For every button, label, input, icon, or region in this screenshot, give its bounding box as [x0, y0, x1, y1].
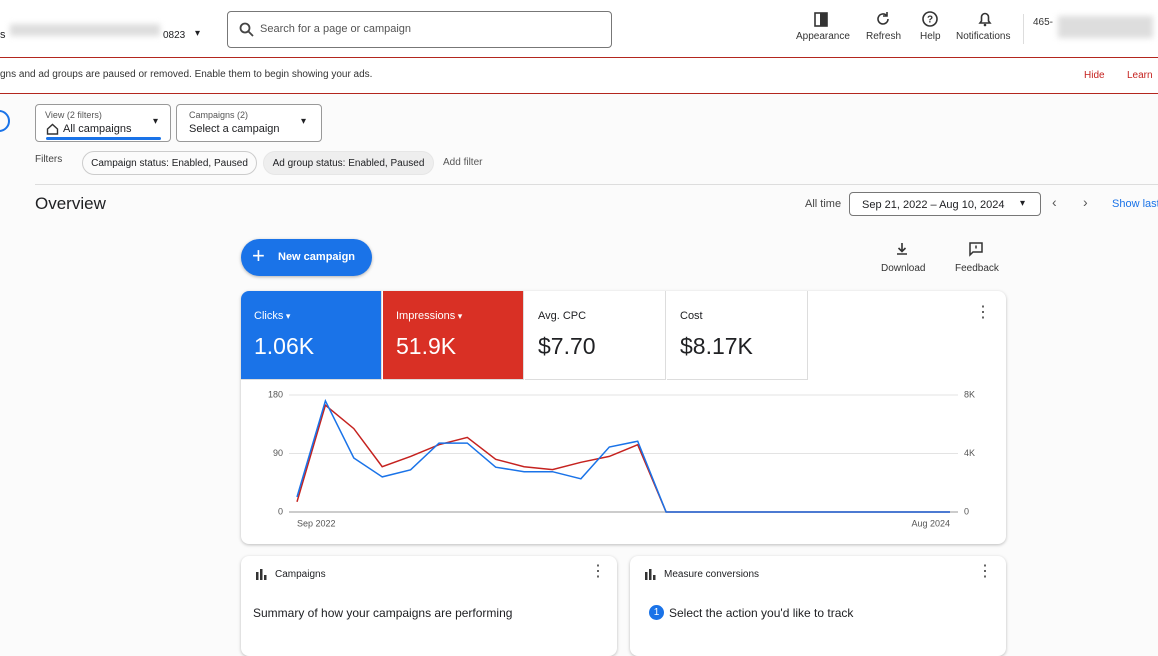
- card-title: Campaigns: [275, 569, 326, 580]
- metric-name: Avg. CPC: [538, 310, 587, 322]
- chart: 0 90 180 0 4K 8K Sep 2022 Aug 2024: [268, 389, 975, 528]
- metric-name: Impressions ▾: [396, 310, 463, 322]
- y2-tick-label: 8K: [964, 389, 975, 399]
- customer-id: 465-: [1033, 17, 1054, 28]
- banner-action[interactable]: Hide: [1084, 70, 1105, 81]
- banner: [0, 57, 1158, 94]
- download-icon: [897, 243, 907, 255]
- prev-button[interactable]: ‹: [1052, 194, 1057, 210]
- home-icon: [46, 123, 59, 135]
- button-label: New campaign: [278, 251, 356, 263]
- selected-underline: [46, 137, 161, 140]
- filter-chip[interactable]: Ad group status: Enabled, Paused: [263, 151, 434, 175]
- search-icon: [239, 22, 254, 37]
- blur: [1058, 16, 1153, 38]
- series-line: [296, 398, 950, 513]
- account-suffix[interactable]: 0823: [163, 30, 186, 41]
- date-range-text: Sep 21, 2022 – Aug 10, 2024: [862, 199, 1005, 211]
- metric-tile[interactable]: Clicks ▾ 1.06K: [241, 291, 382, 380]
- y-tick-label: 0: [278, 506, 283, 516]
- new-campaign-button[interactable]: + New campaign: [241, 239, 372, 276]
- feedback-icon: [969, 242, 983, 257]
- search-placeholder: Search for a page or campaign: [260, 23, 412, 35]
- metric-value: $7.70: [538, 333, 596, 359]
- metric-tile[interactable]: Cost $8.17K: [667, 291, 808, 380]
- bar-icon: [645, 569, 656, 580]
- notifications-icon: [978, 12, 992, 27]
- next-button[interactable]: ›: [1083, 194, 1088, 210]
- performance-card: ⋮ Clicks ▾ 1.06K Impressions ▾ 51.9K Avg. CP…: [241, 291, 1006, 544]
- bar-icon: [256, 569, 267, 580]
- kebab-menu[interactable]: ⋮: [977, 563, 993, 580]
- metric-value: $8.17K: [680, 333, 753, 359]
- range-label: All time: [805, 198, 842, 210]
- action-label[interactable]: Feedback: [955, 263, 999, 274]
- show-last[interactable]: Show last: [1112, 198, 1158, 210]
- campaigns-card: Campaigns ⋮ Summary of how your campaign…: [241, 556, 617, 656]
- card-text: Select the action you'd like to track: [669, 606, 854, 620]
- appearance-icon: [814, 12, 828, 27]
- selector-value: All campaigns: [63, 123, 132, 135]
- view-selector[interactable]: View (2 filters) All campaigns ▾: [35, 104, 171, 142]
- kebab-menu[interactable]: ⋮: [975, 304, 991, 321]
- filter-chip[interactable]: Campaign status: Enabled, Paused: [82, 151, 257, 175]
- y-tick-label: 180: [268, 389, 283, 399]
- caret: ▾: [1020, 198, 1026, 209]
- metric-name: Clicks ▾: [254, 310, 291, 322]
- campaign-selector[interactable]: Campaigns (2) Select a campaign ▾: [176, 104, 322, 142]
- caret: ▾: [301, 116, 307, 127]
- selector-label: Campaigns (2): [189, 110, 249, 120]
- refresh-icon: [877, 12, 889, 25]
- banner-message: gns and ad groups are paused or removed.…: [0, 69, 373, 80]
- caret: ▾: [455, 311, 463, 321]
- y-tick-label: 90: [273, 448, 283, 458]
- plus-icon: +: [252, 243, 265, 268]
- action-label[interactable]: Download: [881, 263, 926, 274]
- svg-text:?: ?: [927, 15, 933, 26]
- account-caret[interactable]: ▾: [195, 28, 201, 39]
- banner-action[interactable]: Learn: [1127, 70, 1153, 81]
- kebab-menu[interactable]: ⋮: [590, 563, 606, 580]
- side-icon: [0, 110, 10, 132]
- metric-value: 51.9K: [396, 333, 457, 359]
- x-tick-label: Aug 2024: [911, 518, 950, 528]
- conversions-card: Measure conversions ⋮ 1 Select the actio…: [630, 556, 1006, 656]
- nav-item[interactable]: Notifications: [956, 31, 1011, 42]
- blur: [10, 24, 160, 36]
- y2-tick-label: 0: [964, 506, 969, 516]
- x-tick-label: Sep 2022: [297, 518, 336, 528]
- caret: ▾: [283, 311, 291, 321]
- card-text: Summary of how your campaigns are perfor…: [253, 606, 513, 620]
- step-number: 1: [649, 605, 664, 620]
- metric-name: Cost: [680, 310, 703, 322]
- help-icon: ?: [922, 11, 938, 27]
- add-filter[interactable]: Add filter: [443, 157, 483, 168]
- nav-item[interactable]: Help: [920, 31, 941, 42]
- caret: ▾: [153, 116, 159, 127]
- nav-item[interactable]: Refresh: [866, 31, 902, 42]
- date-range[interactable]: Sep 21, 2022 – Aug 10, 2024 ▾: [849, 192, 1041, 216]
- series-line: [296, 403, 950, 513]
- metric-value: 1.06K: [254, 333, 315, 359]
- search-box[interactable]: Search for a page or campaign: [227, 11, 612, 48]
- filters-label: Filters: [35, 154, 63, 165]
- selector-value: Select a campaign: [189, 123, 280, 135]
- page: s 0823 ▾ Search for a page or campaign ?…: [0, 11, 1158, 620]
- card-title: Measure conversions: [664, 569, 760, 580]
- y2-tick-label: 4K: [964, 448, 975, 458]
- selector-label: View (2 filters): [45, 110, 102, 120]
- overview-title: Overview: [35, 194, 106, 213]
- metric-tile[interactable]: Impressions ▾ 51.9K: [383, 291, 524, 380]
- divider: [1023, 14, 1024, 44]
- account-prefix: s: [0, 29, 6, 41]
- divider: [35, 184, 1158, 185]
- nav-item[interactable]: Appearance: [796, 31, 850, 42]
- metric-tile[interactable]: Avg. CPC $7.70: [525, 291, 666, 380]
